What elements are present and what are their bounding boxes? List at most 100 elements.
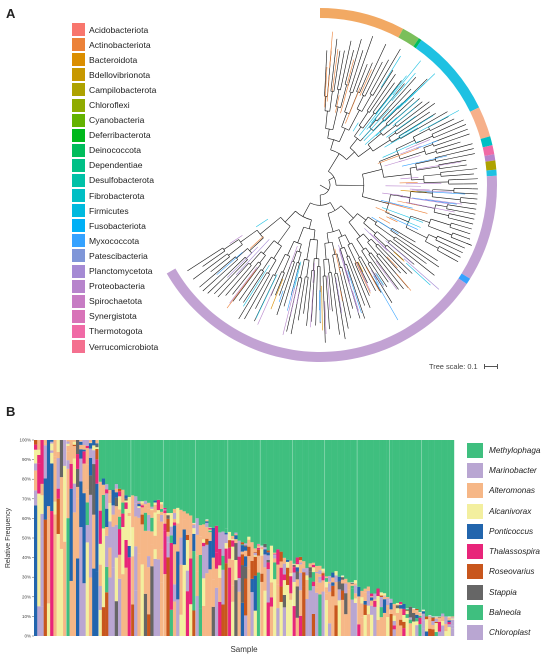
tree-branch [363, 233, 370, 241]
tree-branch [324, 243, 327, 260]
tree-branch [392, 227, 404, 236]
bar-segment [399, 608, 403, 620]
bar-segment [441, 616, 445, 622]
bar-segment [172, 544, 177, 585]
tree-tip [249, 236, 264, 249]
bar-segment [298, 572, 303, 578]
bar-segment-methylophaga [195, 440, 199, 519]
y-tick-label: 50% [22, 536, 31, 541]
tree-tip [377, 148, 419, 164]
bar-segment [50, 450, 54, 453]
tree-tip [406, 221, 421, 228]
tree-tip [338, 244, 350, 282]
bar-segment-methylophaga [176, 440, 180, 508]
bar-segment [40, 483, 44, 496]
tree-leaf [446, 119, 464, 128]
bar-segment [214, 587, 219, 636]
tree-leaf [464, 211, 476, 215]
bar-segment [205, 521, 209, 523]
bar-segment [231, 585, 235, 602]
tree-tip [403, 258, 440, 290]
bar-segment [311, 581, 316, 587]
bar-segment [386, 598, 390, 601]
bar-segment-methylophaga [172, 440, 177, 509]
y-tick-label: 40% [22, 555, 31, 560]
bar-segment [82, 449, 86, 452]
tree-branch [223, 239, 239, 250]
bar-segment [389, 598, 393, 602]
bar-segment [72, 512, 77, 636]
bar-segment [56, 498, 61, 534]
tree-branch [347, 244, 357, 263]
bar-segment [292, 565, 296, 567]
bar-segment [363, 592, 367, 597]
bar-segment [415, 625, 419, 636]
bar-segment [101, 478, 106, 485]
clade-ring-segment [415, 40, 480, 112]
tree-leaf [238, 276, 257, 301]
tree-arc [431, 189, 433, 197]
bar-segment [447, 617, 451, 620]
bar-segment [412, 612, 416, 622]
bar-segment [234, 543, 238, 560]
bar-segment [295, 562, 300, 565]
bar-segment [405, 617, 409, 625]
tree-branch [428, 121, 438, 128]
bar-segment [150, 531, 154, 545]
bar-segment [202, 578, 206, 606]
bar-segment [66, 451, 70, 461]
bar-segment [240, 542, 245, 545]
bar-segment [147, 514, 151, 521]
bar-segment [328, 591, 332, 595]
bar-segment [147, 502, 151, 509]
tree-branch [437, 249, 448, 257]
bar-segment [302, 568, 306, 573]
bar-segment-methylophaga [302, 440, 306, 562]
bar-segment [295, 586, 300, 618]
bar-segment [82, 445, 86, 447]
bar-segment [363, 614, 367, 636]
bar-segment [34, 449, 38, 464]
bar-segment [85, 542, 90, 636]
bar-segment [198, 608, 203, 636]
tree-branch [367, 133, 382, 145]
bar-segment [124, 498, 128, 501]
tree-branch [223, 259, 238, 273]
tree-tip [389, 216, 418, 230]
bar-segment [121, 489, 125, 503]
tree-tip [364, 131, 380, 145]
bar-segment [260, 555, 264, 574]
bar-segment [256, 572, 261, 636]
tree-tip [293, 261, 302, 290]
bar-segment [166, 518, 170, 532]
bar-segment [224, 548, 229, 564]
bar-segment [53, 456, 57, 460]
tree-branch [449, 213, 459, 216]
bar-segment [66, 468, 70, 519]
tree-leaf [379, 82, 395, 103]
bar-segment [92, 464, 96, 515]
bar-segment [269, 545, 274, 583]
tree-arc [227, 253, 230, 257]
tree-branch [440, 170, 459, 173]
tree-leaf [330, 296, 333, 312]
tree-tip [374, 272, 384, 287]
bar-segment [43, 455, 48, 479]
tree-tip [396, 273, 412, 291]
bar-segment [308, 590, 313, 636]
tree-arc [394, 131, 397, 135]
bar-segment [344, 583, 348, 594]
bar-segment [147, 520, 151, 531]
bar-segment [386, 600, 390, 606]
bar-segment-methylophaga [392, 440, 397, 604]
tree-leaf [368, 278, 376, 291]
bar-segment [169, 526, 174, 536]
bar-segment-methylophaga [266, 440, 271, 551]
tree-tip [371, 216, 399, 235]
bar-segment [147, 556, 151, 568]
bar-segment [218, 548, 222, 566]
bar-segment [105, 535, 109, 568]
bar-segment [315, 587, 319, 593]
tree-branch [344, 92, 352, 113]
bar-segment [208, 540, 212, 570]
